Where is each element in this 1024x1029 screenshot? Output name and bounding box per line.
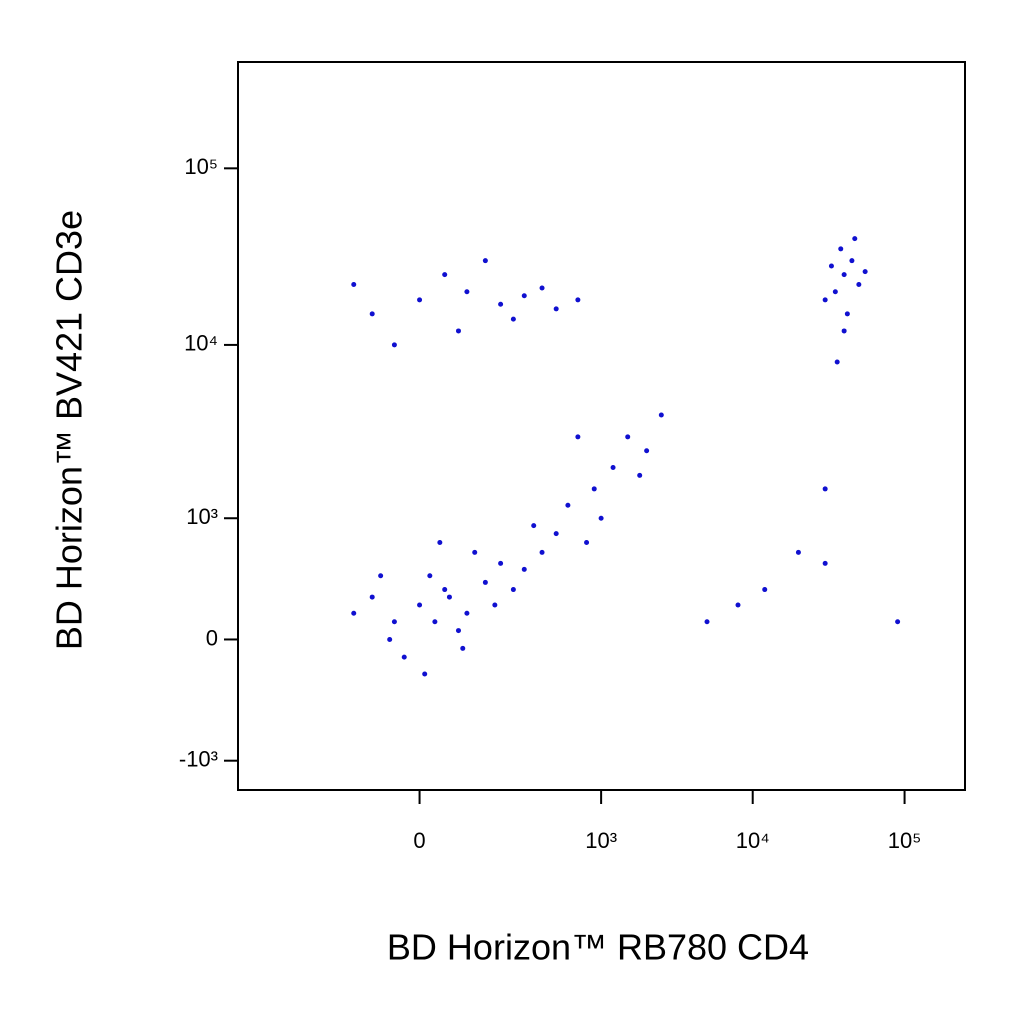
event-dot bbox=[895, 619, 901, 625]
event-dot bbox=[369, 594, 375, 600]
event-dot bbox=[531, 523, 537, 529]
x-tick-label: 10⁵ bbox=[888, 828, 922, 853]
event-dot bbox=[539, 285, 545, 291]
event-dot bbox=[427, 573, 433, 579]
event-dot bbox=[637, 472, 643, 478]
event-dot bbox=[351, 281, 357, 287]
event-dot bbox=[351, 610, 357, 616]
event-dot bbox=[849, 258, 855, 264]
event-dot bbox=[852, 236, 858, 242]
event-dot bbox=[822, 560, 828, 566]
event-dot bbox=[455, 628, 461, 634]
event-dot bbox=[472, 549, 478, 555]
event-dot bbox=[432, 619, 438, 625]
y-tick-label: 10⁵ bbox=[184, 154, 218, 179]
event-dot bbox=[644, 448, 650, 454]
event-dot bbox=[539, 549, 545, 555]
event-dot bbox=[417, 602, 423, 608]
event-dot bbox=[391, 619, 397, 625]
event-dot bbox=[862, 269, 868, 275]
event-dot bbox=[460, 645, 466, 651]
event-dot bbox=[598, 515, 604, 521]
event-dot bbox=[795, 549, 801, 555]
event-dot bbox=[422, 671, 428, 677]
event-dot bbox=[498, 560, 504, 566]
event-dot bbox=[575, 434, 581, 440]
event-dot bbox=[565, 502, 571, 508]
event-dot bbox=[437, 540, 443, 546]
event-dot bbox=[762, 587, 768, 593]
event-dot bbox=[391, 342, 397, 348]
event-dot bbox=[387, 636, 393, 642]
y-tick-label: -10³ bbox=[179, 747, 218, 772]
event-dot bbox=[442, 272, 448, 278]
y-tick-label: 10⁴ bbox=[184, 331, 218, 356]
event-dot bbox=[446, 594, 452, 600]
event-dot bbox=[553, 306, 559, 312]
x-tick-label: 10⁴ bbox=[736, 828, 770, 853]
event-dot bbox=[735, 602, 741, 608]
event-dot bbox=[482, 579, 488, 585]
event-dot bbox=[401, 654, 407, 660]
event-dot bbox=[822, 486, 828, 492]
event-dot bbox=[498, 301, 504, 307]
event-dot bbox=[442, 587, 448, 593]
event-dot bbox=[553, 531, 559, 537]
plot-frame bbox=[237, 61, 966, 791]
event-dot bbox=[455, 328, 461, 334]
x-axis-title: BD Horizon™ RB780 CD4 bbox=[387, 927, 809, 968]
event-dot bbox=[575, 297, 581, 303]
event-dot bbox=[521, 566, 527, 572]
event-dot bbox=[610, 465, 616, 471]
event-dot bbox=[838, 246, 844, 252]
event-dot bbox=[378, 573, 384, 579]
event-dot bbox=[464, 610, 470, 616]
y-axis-title: BD Horizon™ BV421 CD3e bbox=[49, 210, 90, 650]
event-dot bbox=[369, 311, 375, 317]
event-dot bbox=[822, 297, 828, 303]
event-dot bbox=[658, 412, 664, 418]
event-dot bbox=[510, 316, 516, 322]
event-dot bbox=[704, 619, 710, 625]
x-tick-label: 10³ bbox=[585, 828, 617, 853]
event-dot bbox=[625, 434, 631, 440]
event-dot bbox=[832, 289, 838, 295]
event-dot bbox=[584, 540, 590, 546]
event-dot bbox=[417, 297, 423, 303]
event-dot bbox=[464, 289, 470, 295]
x-tick-label: 0 bbox=[413, 828, 425, 853]
event-dot bbox=[844, 311, 850, 317]
event-dot bbox=[834, 359, 840, 365]
event-dot bbox=[856, 281, 862, 287]
event-dot bbox=[841, 272, 847, 278]
event-dot bbox=[492, 602, 498, 608]
y-tick-label: 0 bbox=[206, 625, 218, 650]
event-dot bbox=[482, 258, 488, 264]
event-dot bbox=[591, 486, 597, 492]
event-dot bbox=[510, 587, 516, 593]
event-dot bbox=[841, 328, 847, 334]
y-tick-label: 10³ bbox=[186, 504, 218, 529]
event-dot bbox=[521, 293, 527, 299]
event-dot bbox=[828, 263, 834, 269]
